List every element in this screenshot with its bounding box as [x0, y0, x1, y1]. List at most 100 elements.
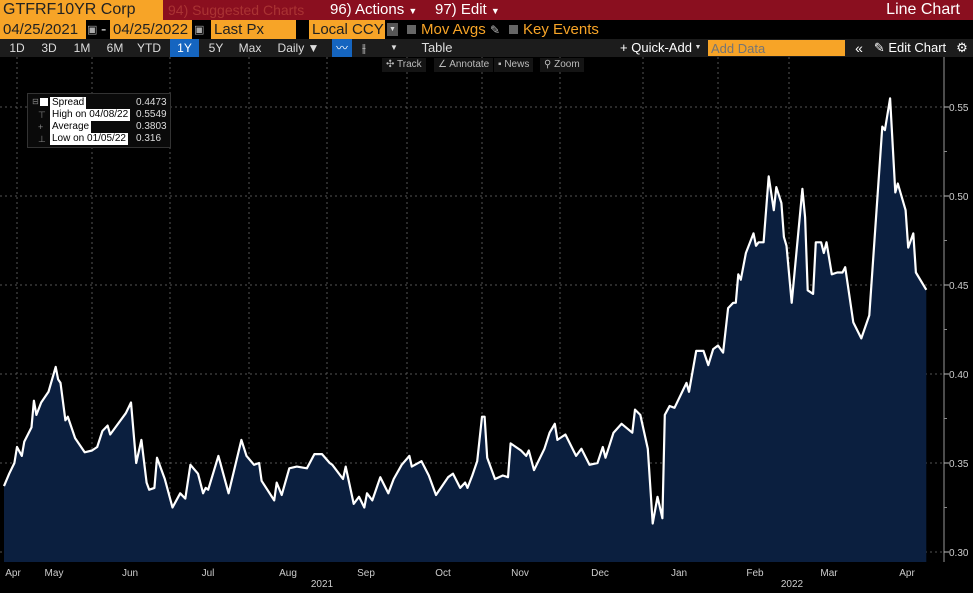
end-date-field[interactable]: 04/25/2022	[110, 20, 192, 39]
average-marker-icon: +	[38, 122, 44, 132]
low-marker-icon: ⊥	[38, 134, 46, 144]
legend-value-average: 0.3803	[136, 121, 167, 132]
checkbox-icon	[407, 25, 416, 34]
field-selector[interactable]: Last Px	[211, 20, 296, 39]
ticker-field[interactable]: GTFRF10YR Corp	[0, 0, 163, 20]
x-tick-label: Oct	[435, 568, 451, 579]
x-tick-label: Jan	[671, 568, 687, 579]
crosshair-icon: ✣	[386, 59, 395, 70]
legend-label-average: Average	[50, 121, 92, 133]
checkbox-icon	[509, 25, 518, 34]
track-tool[interactable]: ✣ Track	[382, 58, 426, 72]
pencil-icon[interactable]: ✎	[489, 23, 500, 37]
pencil-icon: ✎	[873, 40, 885, 55]
period-6m[interactable]: 6M	[106, 41, 124, 55]
x-tick-label: May	[45, 568, 64, 579]
period-3d[interactable]: 3D	[41, 41, 57, 55]
bar-chart-icon[interactable]: ⫲	[362, 41, 366, 55]
legend-value-last: 0.4473	[136, 97, 167, 108]
actions-menu[interactable]: 96) Actions ▼	[330, 0, 417, 21]
edit-chart-button[interactable]: ✎ Edit Chart	[871, 39, 949, 57]
y-tick-label: 0.50	[949, 192, 969, 203]
y-tick-label: 0.55	[949, 103, 969, 114]
period-ytd[interactable]: YTD	[137, 41, 161, 55]
magnifier-icon: ⚲	[544, 59, 552, 70]
actions-label: 96) Actions	[330, 1, 405, 18]
line-chart: 0.30 0.35 0.40 0.45 0.50 0.55 Apr May Jun Jul Aug…	[0, 57, 969, 590]
x-year-label: 2021	[311, 579, 334, 590]
x-tick-label: Jun	[122, 568, 138, 579]
edit-menu[interactable]: 97) Edit ▼	[435, 0, 500, 21]
high-marker-icon: ⊤	[38, 110, 46, 120]
table-button[interactable]: Table	[421, 40, 453, 55]
chevron-down-icon: ▼	[408, 6, 418, 16]
period-1y[interactable]: 1Y	[170, 39, 199, 57]
legend-value-high: 0.5549	[136, 109, 167, 120]
pencil-icon: ∠	[438, 59, 447, 70]
edit-label: 97) Edit	[435, 1, 487, 18]
currency-selector[interactable]: Local CCY	[309, 20, 385, 39]
collapse-tree-icon[interactable]: ⊟	[32, 97, 39, 106]
chevron-down-icon[interactable]: ▼	[694, 44, 702, 51]
series-swatch	[40, 98, 48, 106]
frequency-dropdown[interactable]: Daily ▼	[277, 41, 320, 55]
legend-label-series: Spread	[50, 97, 87, 109]
legend[interactable]: ⊟ ⊤ + ⊥ Spread 0.4473 High on 04/08/22 0…	[27, 93, 171, 148]
key-events-label: Key Events	[523, 21, 599, 38]
legend-label-high: High on 04/08/22	[50, 109, 131, 121]
track-label: Track	[397, 59, 422, 70]
period-1d[interactable]: 1D	[9, 41, 25, 55]
x-year-label: 2022	[781, 579, 804, 590]
collapse-icon[interactable]: «	[855, 40, 863, 56]
y-tick-label: 0.35	[949, 459, 969, 470]
chevron-down-icon: ▼	[490, 6, 500, 16]
quick-add-button[interactable]: + Quick-Add	[620, 40, 692, 55]
calendar-icon[interactable]: ▣	[87, 24, 98, 36]
calendar-icon[interactable]: ▣	[194, 24, 205, 36]
x-tick-label: Feb	[746, 568, 764, 579]
y-axis-ticks: 0.30 0.35 0.40 0.45 0.50 0.55	[944, 103, 969, 559]
title-bar: GTFRF10YR Corp 94) Suggested Charts 96) …	[0, 0, 973, 20]
mov-avgs-toggle[interactable]: Mov Avgs ✎	[407, 20, 500, 40]
period-max[interactable]: Max	[238, 41, 262, 55]
x-tick-label: Jul	[202, 568, 215, 579]
news-tool[interactable]: ▪ News	[494, 58, 534, 72]
annotate-label: Annotate	[449, 59, 490, 70]
x-tick-label: Apr	[899, 568, 915, 579]
news-icon: ▪	[498, 59, 502, 70]
chevron-down-icon[interactable]: ▼	[387, 23, 398, 36]
series-line	[2, 97, 928, 525]
annotate-tool[interactable]: ∠ Annotate	[434, 58, 494, 72]
x-tick-label: Dec	[591, 568, 609, 579]
series-area-fill	[4, 98, 927, 563]
legend-value-low: 0.316	[136, 133, 162, 144]
period-5y[interactable]: 5Y	[208, 41, 224, 55]
add-data-input[interactable]	[708, 40, 845, 56]
suggested-charts-button[interactable]: 94) Suggested Charts	[168, 2, 305, 18]
mov-avgs-label: Mov Avgs	[421, 21, 486, 38]
x-tick-label: Mar	[820, 568, 838, 579]
chevron-down-icon[interactable]: ▼	[390, 43, 398, 52]
news-label: News	[504, 59, 530, 70]
line-chart-icon[interactable]: 〰	[332, 39, 352, 57]
legend-label-low: Low on 01/05/22	[50, 133, 128, 145]
date-separator: -	[101, 21, 107, 38]
zoom-label: Zoom	[554, 59, 580, 70]
zoom-tool[interactable]: ⚲ Zoom	[540, 58, 584, 72]
edit-chart-label: Edit Chart	[888, 40, 947, 55]
x-axis-ticks: Apr May Jun Jul Aug Sep Oct Nov Dec Jan Feb Mar Apr 2…	[5, 568, 915, 590]
key-events-toggle[interactable]: Key Events	[509, 20, 599, 39]
x-tick-label: Nov	[511, 568, 529, 579]
view-title: Line Chart	[886, 1, 960, 18]
y-tick-label: 0.30	[949, 548, 969, 559]
date-toolbar: 04/25/2021 ▣ - 04/25/2022 ▣ Last Px Loca…	[0, 20, 973, 39]
x-tick-label: Sep	[357, 568, 375, 579]
x-tick-label: Apr	[5, 568, 21, 579]
x-tick-label: Aug	[279, 568, 297, 579]
y-tick-label: 0.45	[949, 281, 969, 292]
period-1m[interactable]: 1M	[73, 41, 91, 55]
gear-icon[interactable]: ⚙	[956, 40, 968, 55]
y-tick-label: 0.40	[949, 370, 969, 381]
start-date-field[interactable]: 04/25/2021	[0, 20, 86, 39]
chart-toolbar: 1D 3D 1M 6M YTD 1Y 5Y Max Daily ▼ 〰 ⫲ ▼ …	[0, 39, 973, 57]
